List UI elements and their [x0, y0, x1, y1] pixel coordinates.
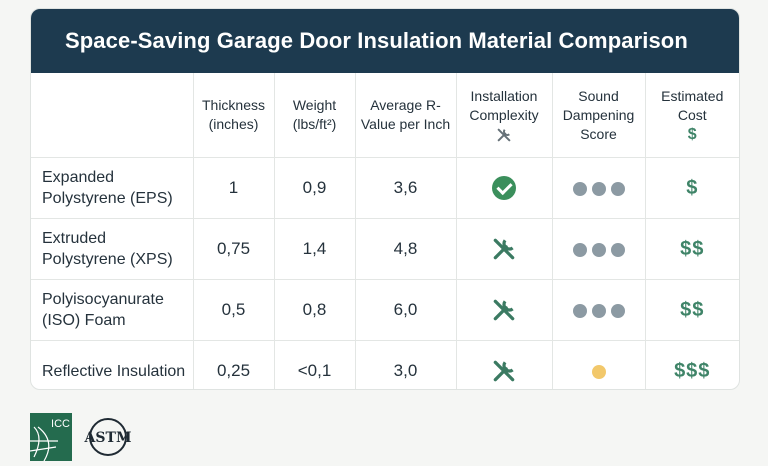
- cell-weight: 1,4: [274, 218, 356, 280]
- cell-weight: 0,8: [274, 279, 356, 341]
- dollar-icon: $: [687, 125, 697, 143]
- cell-sound: [552, 157, 646, 219]
- cell-installation: [456, 218, 553, 280]
- cell-thickness: 1: [193, 157, 275, 219]
- cell-cost: $: [645, 157, 739, 219]
- sound-dot: [610, 242, 625, 257]
- header-cost: Estimated Cost $: [645, 73, 739, 158]
- cell-thickness: 0,25: [193, 340, 275, 389]
- page-title: Space-Saving Garage Door Insulation Mate…: [31, 9, 739, 73]
- cell-material: Extruded Polystyrene (XPS): [31, 218, 194, 280]
- header-installation: Installation Complexity: [456, 73, 553, 158]
- sound-score: [572, 303, 625, 318]
- sound-dot: [572, 242, 587, 257]
- sound-dot: [610, 181, 625, 196]
- svg-text:ASTM: ASTM: [84, 430, 132, 446]
- cell-rvalue: 3,0: [355, 340, 457, 389]
- astm-logo: ASTM: [84, 418, 132, 456]
- check-circle-icon: [492, 176, 516, 200]
- table-row: Expanded Polystyrene (EPS) 1 0,9 3,6 $: [31, 157, 739, 219]
- sound-dot: [572, 181, 587, 196]
- header-rvalue: Average R-Value per Inch: [355, 73, 457, 158]
- cell-weight: 0,9: [274, 157, 356, 219]
- cell-sound: [552, 218, 646, 280]
- cell-material: Polyisocyanurate (ISO) Foam: [31, 279, 194, 341]
- cell-thickness: 0,5: [193, 279, 275, 341]
- tools-icon: [493, 299, 515, 321]
- sound-dot: [591, 364, 606, 379]
- icc-logo-text: ICC: [51, 418, 70, 430]
- table-row: Polyisocyanurate (ISO) Foam 0,5 0,8 6,0 $$: [31, 279, 739, 341]
- cell-cost: $$: [645, 279, 739, 341]
- sound-score: [591, 364, 606, 379]
- cell-cost: $$$: [645, 340, 739, 389]
- cell-installation: [456, 340, 553, 389]
- header-row: Thickness (inches) Weight (lbs/ft²) Aver…: [31, 73, 739, 158]
- header-weight: Weight (lbs/ft²): [274, 73, 356, 158]
- tools-icon: [493, 238, 515, 260]
- comparison-card: Space-Saving Garage Door Insulation Mate…: [30, 8, 740, 390]
- sound-dot: [591, 181, 606, 196]
- cell-rvalue: 3,6: [355, 157, 457, 219]
- sound-score: [572, 181, 625, 196]
- sound-dot: [591, 242, 606, 257]
- icc-logo: ICC: [29, 413, 72, 462]
- cell-installation: [456, 157, 553, 219]
- cell-installation: [456, 279, 553, 341]
- sound-dot: [610, 303, 625, 318]
- table-row: Reflective Insulation 0,25 <0,1 3,0 $$$: [31, 340, 739, 389]
- sound-score: [572, 242, 625, 257]
- header-thickness: Thickness (inches): [193, 73, 275, 158]
- comparison-table: Thickness (inches) Weight (lbs/ft²) Aver…: [31, 73, 739, 389]
- header-installation-label: Installation Complexity: [469, 88, 539, 123]
- cell-weight: <0,1: [274, 340, 356, 389]
- sound-dot: [572, 303, 587, 318]
- cell-thickness: 0,75: [193, 218, 275, 280]
- header-cost-label: Estimated Cost: [661, 87, 724, 123]
- tools-icon: [493, 360, 515, 382]
- cell-rvalue: 6,0: [355, 279, 457, 341]
- cell-rvalue: 4,8: [355, 218, 457, 280]
- header-sound: Sound Dampening Score: [552, 73, 646, 158]
- tools-icon: [497, 128, 511, 142]
- cell-sound: [552, 340, 646, 389]
- cell-cost: $$: [645, 218, 739, 280]
- header-material: [31, 73, 194, 158]
- table-row: Extruded Polystyrene (XPS) 0,75 1,4 4,8 $$: [31, 218, 739, 280]
- cell-sound: [552, 279, 646, 341]
- sound-dot: [591, 303, 606, 318]
- cell-material: Reflective Insulation: [31, 340, 194, 389]
- cell-material: Expanded Polystyrene (EPS): [31, 157, 194, 219]
